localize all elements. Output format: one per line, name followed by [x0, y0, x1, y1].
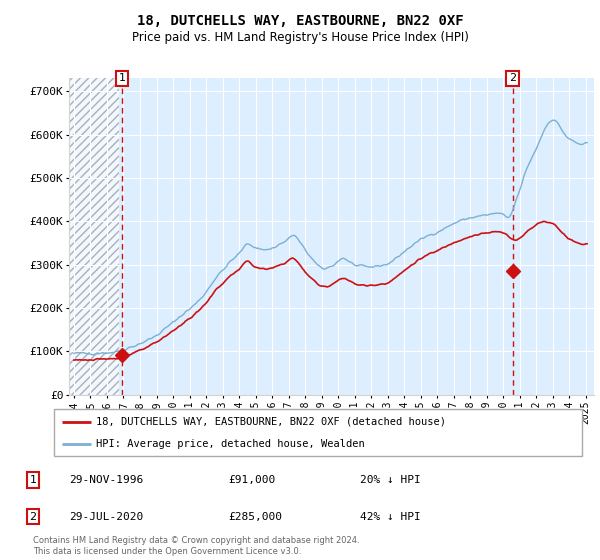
- Text: 29-NOV-1996: 29-NOV-1996: [69, 475, 143, 485]
- Text: Contains HM Land Registry data © Crown copyright and database right 2024.
This d: Contains HM Land Registry data © Crown c…: [33, 536, 359, 556]
- Text: 18, DUTCHELLS WAY, EASTBOURNE, BN22 0XF (detached house): 18, DUTCHELLS WAY, EASTBOURNE, BN22 0XF …: [96, 417, 446, 427]
- Text: 20% ↓ HPI: 20% ↓ HPI: [360, 475, 421, 485]
- Text: Price paid vs. HM Land Registry's House Price Index (HPI): Price paid vs. HM Land Registry's House …: [131, 31, 469, 44]
- Text: £285,000: £285,000: [228, 512, 282, 521]
- Text: 18, DUTCHELLS WAY, EASTBOURNE, BN22 0XF: 18, DUTCHELLS WAY, EASTBOURNE, BN22 0XF: [137, 14, 463, 28]
- Text: 2: 2: [29, 512, 37, 521]
- Text: 1: 1: [29, 475, 37, 485]
- Text: £91,000: £91,000: [228, 475, 275, 485]
- Text: 1: 1: [119, 73, 125, 83]
- Text: 2: 2: [509, 73, 517, 83]
- Text: 29-JUL-2020: 29-JUL-2020: [69, 512, 143, 521]
- Text: HPI: Average price, detached house, Wealden: HPI: Average price, detached house, Weal…: [96, 438, 365, 449]
- Text: 42% ↓ HPI: 42% ↓ HPI: [360, 512, 421, 521]
